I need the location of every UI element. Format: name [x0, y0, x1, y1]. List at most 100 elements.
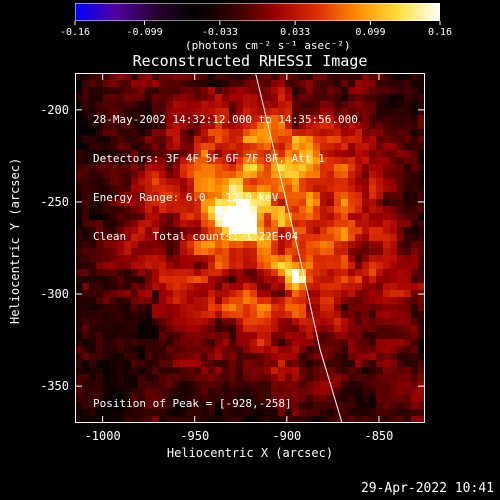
heatmap-cell	[320, 409, 328, 417]
heatmap-cell	[404, 283, 412, 291]
heatmap-cell	[96, 346, 104, 354]
heatmap-cell	[166, 346, 174, 354]
heatmap-cell	[201, 171, 209, 179]
heatmap-cell	[215, 248, 223, 256]
heatmap-cell	[250, 213, 258, 221]
heatmap-cell	[306, 192, 314, 200]
heatmap-cell	[264, 283, 272, 291]
heatmap-cell	[173, 136, 181, 144]
heatmap-cell	[292, 353, 300, 361]
heatmap-cell	[404, 297, 412, 305]
heatmap-cell	[236, 122, 244, 130]
heatmap-cell	[271, 192, 279, 200]
heatmap-cell	[327, 311, 335, 319]
heatmap-cell	[348, 325, 356, 333]
heatmap-cell	[208, 234, 216, 242]
heatmap-cell	[82, 213, 90, 221]
heatmap-cell	[236, 164, 244, 172]
heatmap-cell	[271, 129, 279, 137]
heatmap-cell	[222, 115, 230, 123]
colorbar-tick-label: 0.16	[428, 27, 452, 38]
heatmap-cell	[243, 178, 251, 186]
heatmap-cell	[264, 367, 272, 375]
heatmap-cell	[243, 304, 251, 312]
heatmap-cell	[362, 101, 370, 109]
heatmap-cell	[292, 73, 300, 81]
heatmap-cell	[334, 157, 342, 165]
heatmap-cell	[320, 297, 328, 305]
heatmap-cell	[215, 318, 223, 326]
heatmap-cell	[131, 157, 139, 165]
heatmap-cell	[103, 185, 111, 193]
heatmap-cell	[404, 199, 412, 207]
heatmap-cell	[243, 241, 251, 249]
heatmap-cell	[110, 213, 118, 221]
heatmap-cell	[117, 395, 125, 403]
heatmap-cell	[264, 416, 272, 423]
heatmap-cell	[348, 381, 356, 389]
heatmap-cell	[320, 87, 328, 95]
heatmap-cell	[257, 213, 265, 221]
heatmap-cell	[124, 73, 132, 81]
heatmap-cell	[243, 311, 251, 319]
heatmap-cell	[173, 199, 181, 207]
heatmap-cell	[250, 220, 258, 228]
heatmap-cell	[215, 367, 223, 375]
heatmap-cell	[215, 297, 223, 305]
heatmap-cell	[117, 346, 125, 354]
heatmap-cell	[131, 381, 139, 389]
heatmap-cell	[75, 171, 83, 179]
heatmap-cell	[145, 122, 153, 130]
heatmap-cell	[271, 339, 279, 347]
heatmap-cell	[159, 360, 167, 368]
heatmap-cell	[75, 101, 83, 109]
heatmap-cell	[383, 402, 391, 410]
heatmap-cell	[404, 318, 412, 326]
heatmap-cell	[362, 297, 370, 305]
heatmap-cell	[341, 108, 349, 116]
heatmap-cell	[145, 248, 153, 256]
heatmap-cell	[75, 157, 83, 165]
heatmap-cell	[313, 150, 321, 158]
heatmap-cell	[215, 388, 223, 396]
heatmap-cell	[285, 73, 293, 81]
heatmap-cell	[222, 122, 230, 130]
heatmap-cell	[166, 234, 174, 242]
heatmap-cell	[285, 213, 293, 221]
heatmap-cell	[96, 101, 104, 109]
heatmap-cell	[348, 353, 356, 361]
heatmap-cell	[411, 353, 419, 361]
heatmap-cell	[229, 136, 237, 144]
heatmap-cell	[299, 318, 307, 326]
heatmap-cell	[362, 283, 370, 291]
heatmap-cell	[334, 290, 342, 298]
colorbar-tick-label: 0.099	[355, 27, 385, 38]
heatmap-cell	[243, 248, 251, 256]
heatmap-cell	[334, 227, 342, 235]
heatmap-cell	[96, 213, 104, 221]
heatmap-cell	[292, 402, 300, 410]
heatmap-cell	[173, 206, 181, 214]
heatmap-cell	[173, 290, 181, 298]
heatmap-cell	[138, 409, 146, 417]
heatmap-cell	[369, 206, 377, 214]
heatmap-cell	[173, 367, 181, 375]
heatmap-cell	[215, 311, 223, 319]
heatmap-cell	[110, 269, 118, 277]
heatmap-cell	[278, 108, 286, 116]
heatmap-cell	[292, 395, 300, 403]
heatmap-cell	[341, 297, 349, 305]
heatmap-cell	[397, 185, 405, 193]
heatmap-cell	[383, 290, 391, 298]
heatmap-cell	[159, 367, 167, 375]
heatmap-cell	[229, 269, 237, 277]
heatmap-cell	[257, 199, 265, 207]
heatmap-cell	[285, 290, 293, 298]
heatmap-cell	[411, 325, 419, 333]
heatmap-cell	[145, 304, 153, 312]
heatmap-cell	[236, 304, 244, 312]
heatmap-cell	[327, 241, 335, 249]
y-axis-label: Heliocentric Y (arcsec)	[8, 157, 22, 324]
heatmap-cell	[145, 94, 153, 102]
heatmap-cell	[271, 255, 279, 263]
